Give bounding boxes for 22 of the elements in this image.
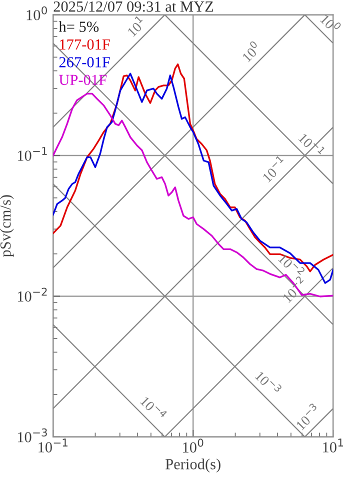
text: 10$^{−3}$ [254, 368, 282, 396]
y-axis-title: pSv(cm/s) [0, 195, 14, 258]
text: 10$^{−1}$ [298, 130, 326, 158]
text: 10$^{0}$ [320, 12, 342, 34]
y-tick-label: 10$^{0}$ [26, 6, 47, 20]
x-tick-label: 10$^{0}$ [183, 438, 204, 453]
text: 10$^{−2}$ [278, 254, 306, 275]
annotation: h= 5% [58, 21, 99, 32]
text: 10$^{−4}$ [140, 394, 168, 422]
y-tick-label: 10$^{−1}$ [18, 147, 47, 161]
x-axis-title: Period(s) [166, 458, 220, 472]
series-label: 177-01F [60, 39, 110, 50]
x-tick-label: 10$^{1}$ [323, 438, 343, 452]
y-tick-label: 10$^{−2}$ [18, 288, 47, 302]
series-label: UP-01F [59, 74, 107, 86]
text: 10$^{0}$ [240, 40, 262, 62]
chart-title: 2025/12/07 09:31 at MYZ [54, 1, 214, 12]
text: 10$^{1}$ [124, 15, 147, 37]
text: 10$^{−3}$ [293, 402, 321, 430]
text: 10$^{−2}$ [280, 276, 308, 304]
text: 10$^{−1}$ [260, 155, 288, 183]
series-label: 267-01F [59, 57, 110, 68]
